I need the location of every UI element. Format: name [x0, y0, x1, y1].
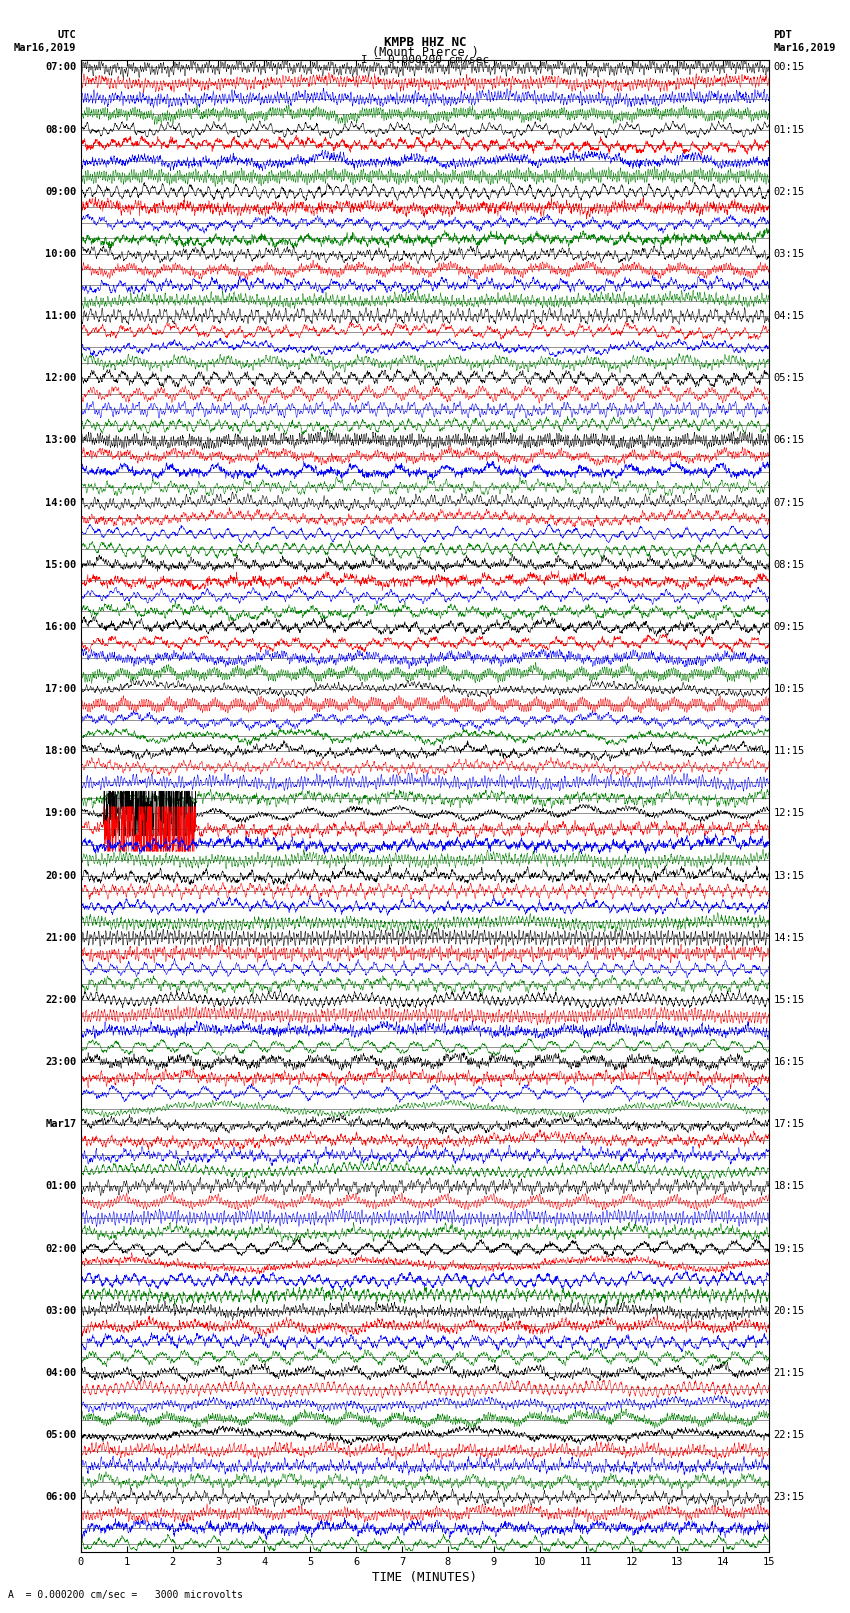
Text: 04:00: 04:00: [45, 1368, 76, 1378]
Text: 00:15: 00:15: [774, 63, 805, 73]
Text: 21:15: 21:15: [774, 1368, 805, 1378]
Text: 19:00: 19:00: [45, 808, 76, 818]
Text: I = 0.000200 cm/sec: I = 0.000200 cm/sec: [361, 55, 489, 65]
Text: 12:15: 12:15: [774, 808, 805, 818]
Text: 16:00: 16:00: [45, 623, 76, 632]
Text: 22:00: 22:00: [45, 995, 76, 1005]
Text: 17:00: 17:00: [45, 684, 76, 694]
Text: 22:15: 22:15: [774, 1431, 805, 1440]
Text: Mar16,2019: Mar16,2019: [14, 44, 76, 53]
Text: 07:15: 07:15: [774, 498, 805, 508]
Text: 07:00: 07:00: [45, 63, 76, 73]
Text: 21:00: 21:00: [45, 932, 76, 944]
Text: 03:15: 03:15: [774, 248, 805, 260]
Text: 17:15: 17:15: [774, 1119, 805, 1129]
Text: 04:15: 04:15: [774, 311, 805, 321]
Text: 01:00: 01:00: [45, 1181, 76, 1192]
Text: 23:00: 23:00: [45, 1057, 76, 1068]
Text: 16:15: 16:15: [774, 1057, 805, 1068]
Text: 15:00: 15:00: [45, 560, 76, 569]
Text: 13:15: 13:15: [774, 871, 805, 881]
Text: 11:00: 11:00: [45, 311, 76, 321]
Text: 10:15: 10:15: [774, 684, 805, 694]
Text: 02:15: 02:15: [774, 187, 805, 197]
Text: 12:00: 12:00: [45, 373, 76, 384]
Text: 20:00: 20:00: [45, 871, 76, 881]
Text: 10:00: 10:00: [45, 248, 76, 260]
Text: 09:15: 09:15: [774, 623, 805, 632]
Text: KMPB HHZ NC: KMPB HHZ NC: [383, 37, 467, 50]
Text: 01:15: 01:15: [774, 124, 805, 134]
Text: 18:15: 18:15: [774, 1181, 805, 1192]
Text: 14:00: 14:00: [45, 498, 76, 508]
Text: 05:15: 05:15: [774, 373, 805, 384]
Text: 03:00: 03:00: [45, 1307, 76, 1316]
Text: 15:15: 15:15: [774, 995, 805, 1005]
Text: 09:00: 09:00: [45, 187, 76, 197]
Text: 06:00: 06:00: [45, 1492, 76, 1502]
Text: (Mount Pierce ): (Mount Pierce ): [371, 45, 479, 60]
Text: 08:00: 08:00: [45, 124, 76, 134]
Text: 18:00: 18:00: [45, 747, 76, 756]
Text: UTC: UTC: [58, 31, 76, 40]
Text: Mar17: Mar17: [45, 1119, 76, 1129]
X-axis label: TIME (MINUTES): TIME (MINUTES): [372, 1571, 478, 1584]
Text: 23:15: 23:15: [774, 1492, 805, 1502]
Text: 19:15: 19:15: [774, 1244, 805, 1253]
Text: 08:15: 08:15: [774, 560, 805, 569]
Text: 02:00: 02:00: [45, 1244, 76, 1253]
Text: 20:15: 20:15: [774, 1307, 805, 1316]
Text: Mar16,2019: Mar16,2019: [774, 44, 836, 53]
Text: A  = 0.000200 cm/sec =   3000 microvolts: A = 0.000200 cm/sec = 3000 microvolts: [8, 1590, 243, 1600]
Text: PDT: PDT: [774, 31, 792, 40]
Text: 05:00: 05:00: [45, 1431, 76, 1440]
Text: 13:00: 13:00: [45, 436, 76, 445]
Text: 06:15: 06:15: [774, 436, 805, 445]
Text: 14:15: 14:15: [774, 932, 805, 944]
Text: 11:15: 11:15: [774, 747, 805, 756]
